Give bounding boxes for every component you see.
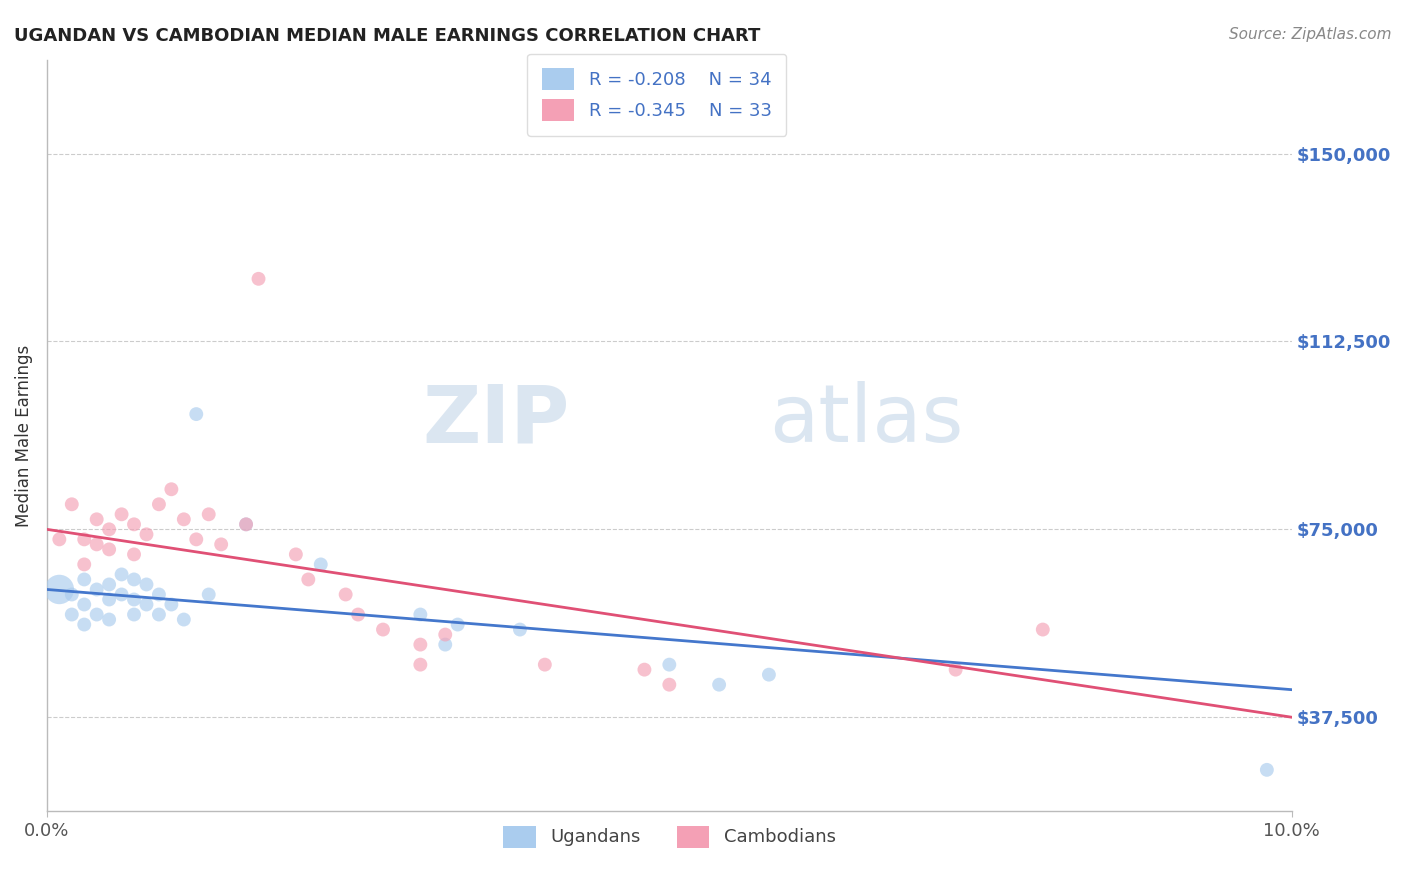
Point: [409, 607, 432, 622]
Point: [371, 623, 394, 637]
Point: [173, 613, 195, 627]
Point: [434, 638, 457, 652]
Point: [197, 508, 219, 522]
Point: [235, 517, 257, 532]
Point: [48, 533, 70, 547]
Point: [135, 527, 157, 541]
Point: [409, 657, 432, 672]
Point: [98, 542, 121, 557]
Point: [447, 617, 470, 632]
Point: [409, 638, 432, 652]
Point: [122, 573, 145, 587]
Point: [135, 598, 157, 612]
Point: [60, 587, 83, 601]
Text: UGANDAN VS CAMBODIAN MEDIAN MALE EARNINGS CORRELATION CHART: UGANDAN VS CAMBODIAN MEDIAN MALE EARNING…: [14, 27, 761, 45]
Point: [98, 592, 121, 607]
Point: [186, 533, 208, 547]
Point: [73, 533, 96, 547]
Text: atlas: atlas: [769, 382, 963, 459]
Point: [284, 548, 307, 562]
Point: [297, 573, 319, 587]
Point: [73, 617, 96, 632]
Point: [110, 567, 132, 582]
Point: [86, 582, 108, 597]
Legend: Ugandans, Cambodians: Ugandans, Cambodians: [496, 818, 842, 855]
Point: [86, 537, 108, 551]
Point: [148, 607, 170, 622]
Point: [347, 607, 370, 622]
Point: [434, 627, 457, 641]
Point: [86, 607, 108, 622]
Point: [122, 592, 145, 607]
Point: [122, 548, 145, 562]
Point: [633, 663, 655, 677]
Y-axis label: Median Male Earnings: Median Male Earnings: [15, 344, 32, 526]
Point: [209, 537, 232, 551]
Point: [235, 517, 257, 532]
Text: Source: ZipAtlas.com: Source: ZipAtlas.com: [1229, 27, 1392, 42]
Point: [707, 678, 730, 692]
Point: [247, 272, 270, 286]
Point: [110, 587, 132, 601]
Point: [60, 607, 83, 622]
Point: [73, 598, 96, 612]
Text: ZIP: ZIP: [422, 382, 569, 459]
Point: [658, 657, 681, 672]
Point: [122, 607, 145, 622]
Point: [135, 577, 157, 591]
Point: [658, 678, 681, 692]
Point: [98, 613, 121, 627]
Point: [534, 657, 557, 672]
Point: [945, 663, 967, 677]
Point: [86, 512, 108, 526]
Point: [73, 573, 96, 587]
Point: [160, 598, 183, 612]
Point: [122, 517, 145, 532]
Point: [160, 482, 183, 496]
Point: [1256, 763, 1278, 777]
Point: [173, 512, 195, 526]
Point: [60, 497, 83, 511]
Point: [98, 522, 121, 536]
Point: [98, 577, 121, 591]
Point: [335, 587, 357, 601]
Point: [48, 582, 70, 597]
Point: [197, 587, 219, 601]
Point: [309, 558, 332, 572]
Point: [758, 667, 780, 681]
Point: [73, 558, 96, 572]
Point: [148, 497, 170, 511]
Point: [509, 623, 531, 637]
Point: [186, 407, 208, 421]
Point: [148, 587, 170, 601]
Point: [110, 508, 132, 522]
Point: [1032, 623, 1054, 637]
